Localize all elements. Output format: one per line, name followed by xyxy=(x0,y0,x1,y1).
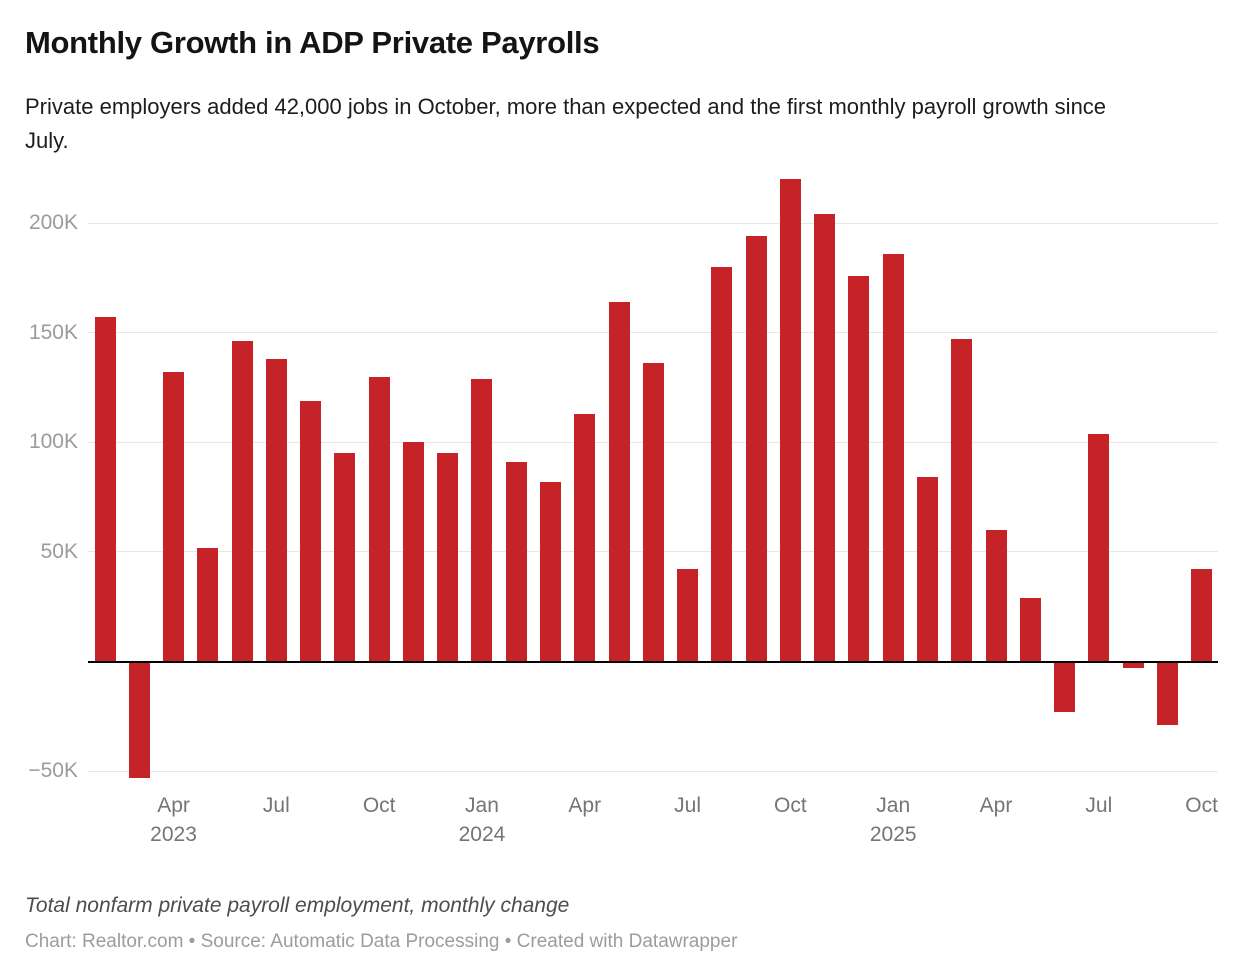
bar xyxy=(711,266,733,662)
bar xyxy=(677,569,699,662)
x-axis-month: Jul xyxy=(1085,794,1113,817)
bar xyxy=(368,376,390,662)
bar xyxy=(608,302,630,662)
x-axis-month: Jan xyxy=(465,794,499,817)
y-axis-label: 200K xyxy=(28,211,78,235)
bar xyxy=(779,179,801,662)
x-axis-month: Jul xyxy=(262,794,290,817)
chart-subtitle: Private employers added 42,000 jobs in O… xyxy=(25,94,1107,153)
x-axis-label: Apr 2023 xyxy=(126,791,222,849)
bar xyxy=(265,359,287,662)
y-axis-label: 100K xyxy=(28,430,78,454)
gridline xyxy=(88,770,1218,772)
bar xyxy=(94,317,116,662)
y-axis-label: 50K xyxy=(40,539,78,563)
x-axis-month: Oct xyxy=(362,794,396,817)
x-axis-month: Jan xyxy=(876,794,911,817)
bar xyxy=(197,547,219,662)
gridline xyxy=(88,332,1218,334)
bar xyxy=(882,253,904,662)
x-axis-month: Apr xyxy=(568,794,602,817)
bar xyxy=(1122,661,1144,669)
bar xyxy=(1156,661,1178,726)
x-axis-month: Oct xyxy=(774,794,807,817)
chart-credits: Chart: Realtor.com • Source: Automatic D… xyxy=(25,931,738,952)
bar xyxy=(1191,569,1213,662)
x-axis-label: Jan 2025 xyxy=(845,791,941,849)
bar xyxy=(334,453,356,662)
bar xyxy=(574,413,596,662)
x-axis-label: Jul xyxy=(228,791,324,820)
bar xyxy=(951,339,973,662)
plot-area: 200K 150K 100K 50K −50K Apr 2023 Jul Oct Jan 2024 A… xyxy=(0,160,1240,860)
x-axis-line xyxy=(88,660,1218,663)
x-axis-month: Oct xyxy=(1185,794,1218,817)
x-axis-month: Jul xyxy=(674,794,701,817)
chart-notes: Total nonfarm private payroll employment… xyxy=(25,894,570,917)
x-axis-label: Oct xyxy=(742,791,838,820)
bar xyxy=(916,477,938,662)
bar xyxy=(540,481,561,662)
x-axis-year: 2023 xyxy=(150,823,197,846)
gridline xyxy=(88,222,1218,224)
bar xyxy=(1054,661,1076,712)
bar xyxy=(163,372,185,662)
bar xyxy=(814,214,836,662)
x-axis-label: Jul xyxy=(1051,791,1147,820)
bar xyxy=(1088,433,1110,662)
bar xyxy=(745,236,767,662)
x-axis-label: Apr xyxy=(948,791,1044,820)
x-axis-month: Apr xyxy=(157,794,190,817)
x-axis-year: 2024 xyxy=(458,823,506,846)
x-axis-month: Apr xyxy=(979,794,1013,817)
y-axis-label: 150K xyxy=(28,320,78,344)
bar xyxy=(471,378,493,662)
bar xyxy=(402,442,424,662)
chart-title: Monthly Growth in ADP Private Payrolls xyxy=(25,25,600,60)
bar xyxy=(642,363,664,662)
bar xyxy=(231,341,253,662)
bar xyxy=(128,661,150,778)
x-axis-year: 2025 xyxy=(869,823,917,846)
bar xyxy=(300,400,322,662)
x-axis-label: Jul xyxy=(640,791,736,820)
x-axis-label: Oct xyxy=(331,791,427,820)
bar xyxy=(985,529,1007,662)
bar xyxy=(505,462,527,662)
y-axis-label: −50K xyxy=(28,759,78,783)
bar xyxy=(437,453,459,662)
x-axis-label: Jan 2024 xyxy=(434,791,530,849)
x-axis-label: Oct xyxy=(1154,791,1240,820)
x-axis-label: Apr xyxy=(537,791,633,820)
bar xyxy=(848,275,870,662)
bar xyxy=(1019,597,1041,662)
